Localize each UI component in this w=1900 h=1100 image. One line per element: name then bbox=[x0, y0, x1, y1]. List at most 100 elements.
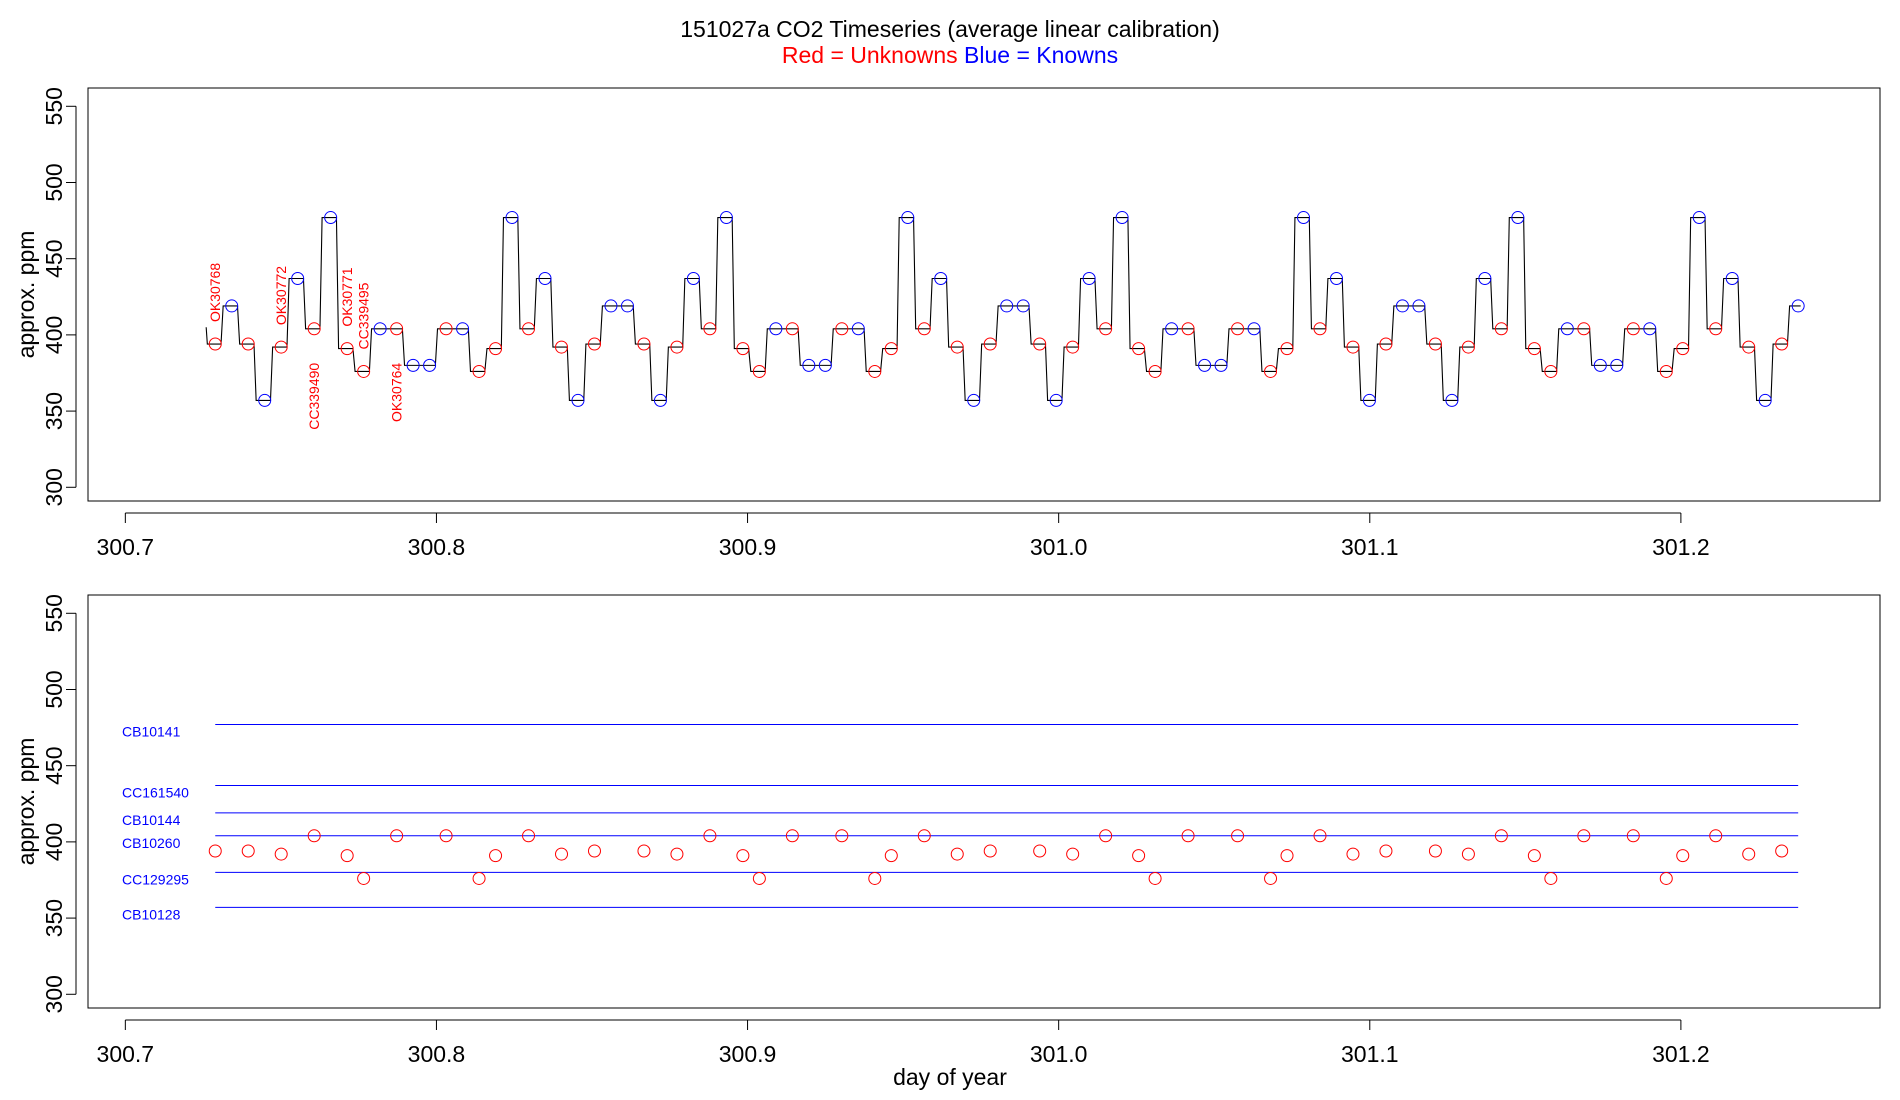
unknown-sample-marker bbox=[1379, 337, 1393, 351]
unknown-sample-marker bbox=[1544, 364, 1558, 378]
known-sample-marker bbox=[406, 358, 420, 372]
unknown-sample-marker bbox=[1181, 322, 1195, 336]
unknown-sample-marker bbox=[1099, 322, 1113, 336]
known-sample-marker bbox=[1511, 211, 1525, 225]
top-y-axis-label: approx. ppm bbox=[13, 231, 39, 359]
known-sample-marker bbox=[1412, 299, 1426, 313]
unknown-sample-marker bbox=[1346, 340, 1360, 354]
unknown-sample-marker bbox=[670, 847, 684, 861]
unknown-sample-marker bbox=[1033, 337, 1047, 351]
unknown-sample-marker bbox=[522, 829, 536, 843]
known-reference-label: CB10128 bbox=[122, 906, 181, 922]
known-sample-marker bbox=[851, 322, 865, 336]
top-y-tick-label: 550 bbox=[41, 87, 67, 125]
unknown-sample-marker bbox=[1626, 322, 1640, 336]
known-sample-marker bbox=[1016, 299, 1030, 313]
known-reference-label: CC161540 bbox=[122, 784, 189, 800]
sample-id-annotation: CC339490 bbox=[306, 363, 322, 430]
unknown-sample-marker bbox=[950, 847, 964, 861]
known-sample-marker bbox=[604, 299, 618, 313]
unknown-sample-marker bbox=[1742, 340, 1756, 354]
unknown-sample-marker bbox=[736, 342, 750, 356]
unknown-sample-marker bbox=[1461, 847, 1475, 861]
top-y-tick-label: 500 bbox=[41, 163, 67, 201]
top-x-tick-label: 300.8 bbox=[408, 534, 466, 560]
unknown-sample-marker bbox=[1461, 340, 1475, 354]
unknown-sample-marker bbox=[1544, 871, 1558, 885]
known-sample-marker bbox=[1478, 271, 1492, 285]
bottom-y-tick-label: 400 bbox=[41, 823, 67, 861]
unknown-sample-marker bbox=[1494, 322, 1508, 336]
unknown-sample-marker bbox=[1676, 342, 1690, 356]
bottom-x-tick-label: 301.1 bbox=[1341, 1041, 1399, 1067]
unknown-sample-marker bbox=[1775, 337, 1789, 351]
unknown-sample-marker bbox=[917, 829, 931, 843]
unknown-sample-marker bbox=[1181, 829, 1195, 843]
known-reference-label: CB10144 bbox=[122, 812, 181, 828]
sample-id-annotation: OK30771 bbox=[339, 267, 355, 326]
known-sample-marker bbox=[291, 271, 305, 285]
unknown-sample-marker bbox=[835, 829, 849, 843]
unknown-sample-marker bbox=[390, 322, 404, 336]
known-sample-marker bbox=[225, 299, 239, 313]
unknown-sample-marker bbox=[274, 340, 288, 354]
unknown-sample-marker bbox=[555, 340, 569, 354]
unknown-sample-marker bbox=[1132, 342, 1146, 356]
bottom-x-tick-label: 301.2 bbox=[1652, 1041, 1710, 1067]
bottom-y-axis-label: approx. ppm bbox=[13, 738, 39, 866]
unknown-sample-marker bbox=[1577, 829, 1591, 843]
unknown-sample-marker bbox=[307, 829, 321, 843]
unknown-sample-marker bbox=[241, 337, 255, 351]
sample-id-annotation: OK30768 bbox=[207, 263, 223, 322]
known-sample-marker bbox=[1560, 322, 1574, 336]
known-sample-marker bbox=[802, 358, 816, 372]
unknown-sample-marker bbox=[1148, 871, 1162, 885]
known-sample-marker bbox=[653, 393, 667, 407]
unknown-sample-marker bbox=[983, 337, 997, 351]
bottom-plot-frame bbox=[87, 594, 1881, 1009]
unknown-sample-marker bbox=[522, 322, 536, 336]
legend-knowns: Blue = Knowns bbox=[964, 42, 1118, 68]
known-sample-marker bbox=[456, 322, 470, 336]
unknown-sample-marker bbox=[241, 844, 255, 858]
unknown-sample-marker bbox=[439, 322, 453, 336]
unknown-sample-marker bbox=[637, 844, 651, 858]
known-sample-marker bbox=[324, 211, 338, 225]
unknown-sample-marker bbox=[1346, 847, 1360, 861]
known-sample-marker bbox=[1791, 299, 1805, 313]
sample-id-annotation: OK30764 bbox=[389, 363, 405, 422]
known-sample-marker bbox=[967, 393, 981, 407]
known-sample-marker bbox=[1115, 211, 1129, 225]
known-sample-marker bbox=[1198, 358, 1212, 372]
known-sample-marker bbox=[373, 322, 387, 336]
known-sample-marker bbox=[538, 271, 552, 285]
unknown-sample-marker bbox=[950, 340, 964, 354]
unknown-sample-marker bbox=[1264, 871, 1278, 885]
bottom-y-tick-label: 500 bbox=[41, 670, 67, 708]
known-sample-marker bbox=[1725, 271, 1739, 285]
top-x-tick-label: 300.9 bbox=[719, 534, 777, 560]
unknown-sample-marker bbox=[884, 849, 898, 863]
unknown-sample-marker bbox=[785, 322, 799, 336]
known-sample-marker bbox=[505, 211, 519, 225]
known-sample-marker bbox=[423, 358, 437, 372]
unknown-sample-marker bbox=[1494, 829, 1508, 843]
top-y-tick-label: 400 bbox=[41, 316, 67, 354]
unknown-sample-marker bbox=[340, 849, 354, 863]
timeseries-trace bbox=[205, 216, 1801, 401]
known-sample-marker bbox=[1165, 322, 1179, 336]
unknown-sample-marker bbox=[736, 849, 750, 863]
unknown-sample-marker bbox=[1676, 849, 1690, 863]
known-sample-marker bbox=[1247, 322, 1261, 336]
known-sample-marker bbox=[686, 271, 700, 285]
unknown-sample-marker bbox=[703, 829, 717, 843]
unknown-sample-marker bbox=[208, 844, 222, 858]
known-sample-marker bbox=[769, 322, 783, 336]
top-x-tick-label: 300.7 bbox=[97, 534, 155, 560]
bottom-x-tick-label: 300.9 bbox=[719, 1041, 777, 1067]
unknown-sample-marker bbox=[1313, 829, 1327, 843]
bottom-y-tick-label: 300 bbox=[41, 975, 67, 1013]
unknown-sample-marker bbox=[1379, 844, 1393, 858]
unknown-sample-marker bbox=[868, 871, 882, 885]
